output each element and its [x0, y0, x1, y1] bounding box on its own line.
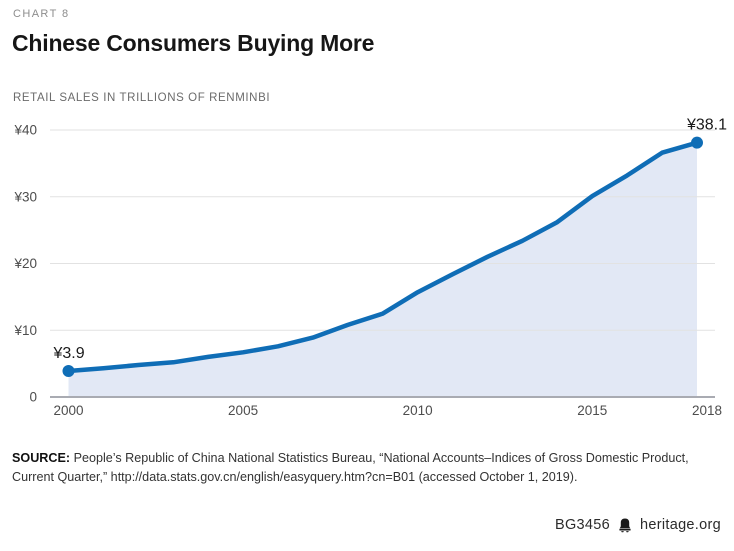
liberty-bell-icon	[617, 517, 633, 533]
report-id: BG3456	[554, 517, 610, 533]
y-axis-tick-label: ¥40	[13, 123, 37, 138]
retail-sales-line	[66, 140, 700, 374]
source-note: SOURCE: People’s Republic of China Natio…	[12, 449, 706, 487]
page-title: Chinese Consumers Buying More	[12, 30, 375, 56]
data-point-marker	[691, 136, 703, 149]
x-axis-tick-label: 2010	[403, 403, 433, 418]
source-text: People’s Republic of China National Stat…	[12, 451, 689, 484]
x-axis-tick-label: 2005	[228, 403, 258, 418]
footer: BG3456 heritage.org	[555, 517, 721, 533]
area-chart-canvas: 0 ¥10 ¥20 ¥30 ¥40 2000 2005 2010 2015 2018 ¥3.9 ¥38…	[13, 117, 727, 418]
y-axis-tick-label: ¥10	[13, 323, 37, 338]
site-label: heritage.org	[640, 517, 721, 533]
x-axis-tick-label: 2018	[692, 403, 722, 418]
data-point-value-label: ¥38.1	[686, 117, 727, 134]
y-axis-tick-label: 0	[29, 390, 37, 405]
data-point-value-label: ¥3.9	[53, 345, 85, 362]
data-point-marker	[62, 364, 75, 377]
x-axis-tick-label: 2015	[577, 403, 607, 418]
area-fill	[68, 142, 697, 397]
y-axis-tick-label: ¥20	[13, 256, 37, 271]
chart-kicker: CHART 8	[13, 8, 70, 20]
y-axis-tick-label: ¥30	[13, 189, 37, 204]
chart-subtitle: RETAIL SALES IN TRILLIONS OF RENMINBI	[13, 92, 271, 104]
source-label: SOURCE:	[12, 451, 71, 465]
x-axis-tick-label: 2000	[53, 403, 83, 418]
retail-sales-area-chart: 0 ¥10 ¥20 ¥30 ¥40 2000 2005 2010 2015 2018 ¥3.9 ¥38…	[0, 110, 734, 432]
